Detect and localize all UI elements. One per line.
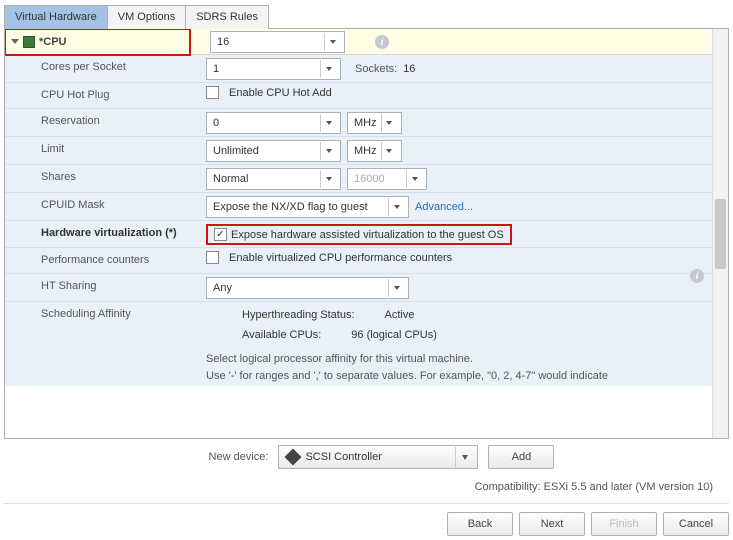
chevron-down-icon xyxy=(320,142,336,160)
add-device-button[interactable]: Add xyxy=(488,445,554,469)
hotplug-checkbox[interactable] xyxy=(206,86,219,99)
cpu-section-header-row: *CPU 16 i xyxy=(5,29,712,55)
chevron-down-icon xyxy=(388,279,404,297)
tabs-bar: Virtual Hardware VM Options SDRS Rules xyxy=(4,4,729,29)
affinity-help-text: Select logical processor affinity for th… xyxy=(206,351,686,368)
next-button[interactable]: Next xyxy=(519,512,585,536)
limit-unit-select[interactable]: MHz xyxy=(347,140,402,162)
row-shares: Shares Normal 16000 xyxy=(5,165,712,193)
row-limit: Limit Unlimited MHz xyxy=(5,137,712,165)
device-icon xyxy=(285,449,302,466)
chevron-down-icon xyxy=(455,447,473,467)
compatibility-text: Compatibility: ESXi 5.5 and later (VM ve… xyxy=(4,481,713,493)
cpuid-select[interactable]: Expose the NX/XD flag to guest xyxy=(206,196,409,218)
hwv-info-icon[interactable]: i xyxy=(690,269,704,283)
cpu-count-select[interactable]: 16 xyxy=(210,31,345,53)
tab-virtual-hardware[interactable]: Virtual Hardware xyxy=(4,5,108,29)
available-cpus-label: Available CPUs: xyxy=(242,329,321,341)
row-ht-sharing: HT Sharing Any xyxy=(5,274,712,302)
row-cpuid-mask: CPUID Mask Expose the NX/XD flag to gues… xyxy=(5,193,712,221)
chevron-down-icon xyxy=(381,114,397,132)
cpu-section-header[interactable]: *CPU xyxy=(5,29,190,55)
reservation-value[interactable]: 0 xyxy=(206,112,341,134)
row-cpu-hot-plug: CPU Hot Plug Enable CPU Hot Add xyxy=(5,83,712,109)
chevron-down-icon xyxy=(324,33,340,51)
ht-status-label: Hyperthreading Status: xyxy=(242,309,355,321)
available-cpus-value: 96 (logical CPUs) xyxy=(351,329,437,341)
perf-checkbox[interactable] xyxy=(206,251,219,264)
collapse-icon xyxy=(11,39,19,44)
settings-panel: *CPU 16 i Cores per Socket 1 Sockets: 16… xyxy=(4,29,729,439)
row-hardware-virtualization: Hardware virtualization (*) ✓ Expose har… xyxy=(5,221,712,248)
cores-per-socket-select[interactable]: 1 xyxy=(206,58,341,80)
chevron-down-icon xyxy=(320,170,336,188)
hwv-checkbox[interactable]: ✓ xyxy=(214,228,227,241)
chevron-down-icon xyxy=(320,114,336,132)
cancel-button[interactable]: Cancel xyxy=(663,512,729,536)
sockets-value: 16 xyxy=(403,63,415,75)
finish-button: Finish xyxy=(591,512,657,536)
reservation-unit-select[interactable]: MHz xyxy=(347,112,402,134)
row-cores-per-socket: Cores per Socket 1 Sockets: 16 xyxy=(5,55,712,83)
cpu-section-title: *CPU xyxy=(39,36,67,48)
back-button[interactable]: Back xyxy=(447,512,513,536)
chevron-down-icon xyxy=(406,170,422,188)
row-reservation: Reservation 0 MHz xyxy=(5,109,712,137)
tab-sdrs-rules[interactable]: SDRS Rules xyxy=(185,5,269,29)
chevron-down-icon xyxy=(388,198,404,216)
shares-select[interactable]: Normal xyxy=(206,168,341,190)
new-device-select[interactable]: SCSI Controller xyxy=(278,445,478,469)
scrollbar-thumb[interactable] xyxy=(715,199,726,269)
new-device-label: New device: xyxy=(209,451,269,463)
cpu-icon xyxy=(23,36,35,48)
limit-value[interactable]: Unlimited xyxy=(206,140,341,162)
footer-buttons: Back Next Finish Cancel xyxy=(4,503,729,536)
ht-sharing-select[interactable]: Any xyxy=(206,277,409,299)
affinity-help-text-2: Use '-' for ranges and ',' to separate v… xyxy=(206,368,686,385)
chevron-down-icon xyxy=(381,142,397,160)
ht-status-value: Active xyxy=(385,309,415,321)
cpuid-advanced-link[interactable]: Advanced... xyxy=(415,201,473,213)
new-device-row: New device: SCSI Controller Add xyxy=(4,445,729,469)
row-performance-counters: Performance counters Enable virtualized … xyxy=(5,248,712,274)
chevron-down-icon xyxy=(320,60,336,78)
vertical-scrollbar[interactable] xyxy=(712,29,728,438)
row-scheduling-affinity: Scheduling Affinity Hyperthreading Statu… xyxy=(5,302,712,386)
hwv-highlight: ✓ Expose hardware assisted virtualizatio… xyxy=(206,224,512,245)
tab-vm-options[interactable]: VM Options xyxy=(107,5,186,29)
info-icon[interactable]: i xyxy=(375,35,389,49)
shares-number: 16000 xyxy=(347,168,427,190)
